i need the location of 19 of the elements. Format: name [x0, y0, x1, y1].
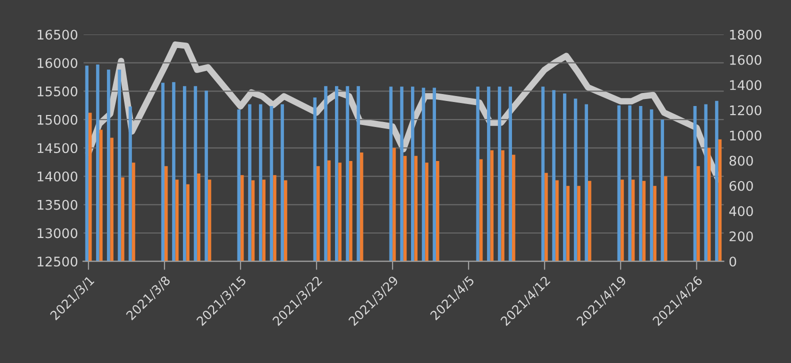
- y2-tick-label: 1600: [730, 54, 762, 65]
- y2-tick-label: 1200: [730, 105, 762, 116]
- y2-tick-label: 1800: [730, 30, 762, 40]
- y2-tick-label: 1000: [730, 130, 762, 141]
- y-tick-label: 15000: [38, 114, 78, 125]
- y2-tick-label: 0: [729, 256, 736, 267]
- y-tick-label: 12500: [38, 256, 78, 267]
- y2-tick-label: 800: [730, 156, 753, 166]
- y2-tick-label: 1400: [730, 80, 762, 90]
- y2-tick-label: 200: [730, 231, 753, 242]
- y-tick-label: 16000: [38, 58, 78, 68]
- y2-tick-label: 400: [729, 206, 753, 216]
- y2-tick-label: 600: [730, 180, 753, 191]
- y-tick-label: 13000: [38, 228, 78, 238]
- y-tick-label: 15500: [38, 86, 78, 96]
- y-tick-label: 14000: [38, 172, 78, 182]
- y-tick-label: 16500: [38, 30, 78, 40]
- y-tick-label: 13500: [38, 200, 78, 210]
- y-tick-label: 14500: [38, 143, 78, 154]
